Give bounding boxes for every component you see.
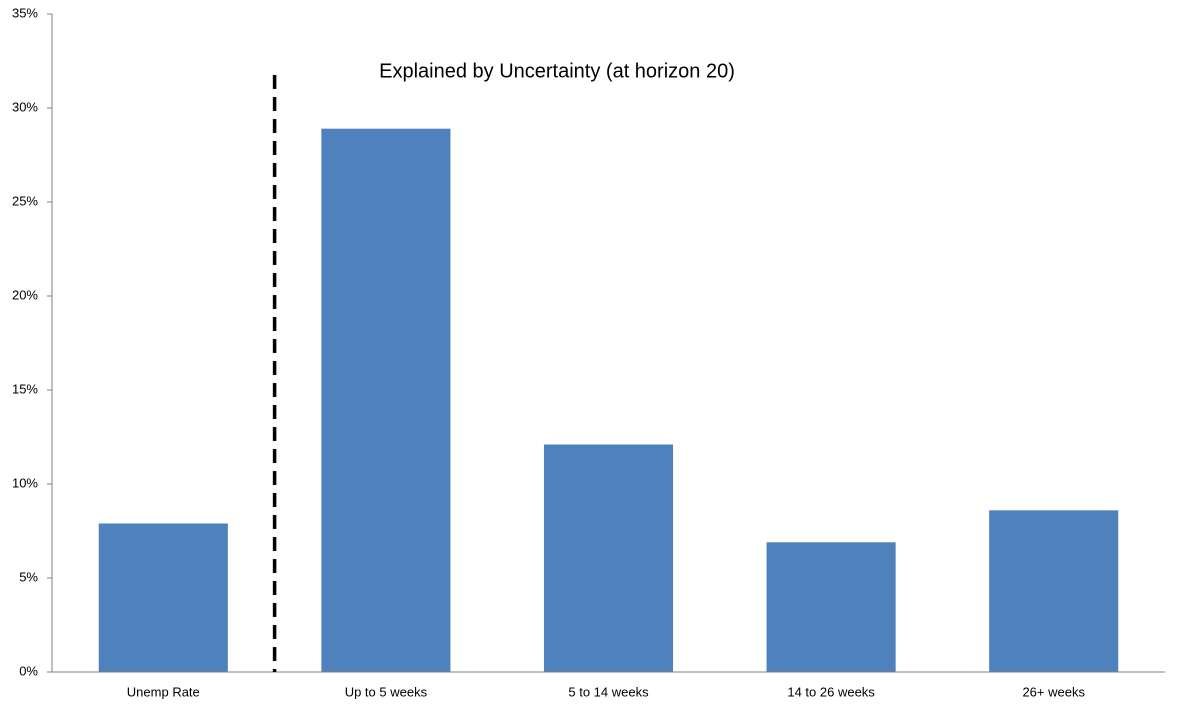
y-tick-label: 30% (12, 99, 38, 114)
x-tick-label: 5 to 14 weeks (568, 684, 649, 699)
bar (321, 128, 451, 672)
y-tick-label: 20% (12, 287, 38, 302)
x-tick-label: 14 to 26 weeks (787, 684, 875, 699)
annotation: Explained by Uncertainty (at horizon 20) (379, 60, 735, 82)
y-tick-label: 15% (12, 381, 38, 396)
bar (98, 523, 228, 672)
x-tick-label: 26+ weeks (1022, 684, 1085, 699)
y-tick-label: 25% (12, 193, 38, 208)
y-tick-label: 10% (12, 475, 38, 490)
y-tick-label: 35% (12, 5, 38, 20)
x-tick-label: Up to 5 weeks (345, 684, 428, 699)
bar (543, 444, 674, 672)
bar (989, 510, 1119, 672)
y-tick-label: 5% (19, 569, 38, 584)
x-tick-label: Unemp Rate (127, 684, 200, 699)
y-tick-label: 0% (19, 663, 38, 678)
bar (766, 542, 896, 672)
